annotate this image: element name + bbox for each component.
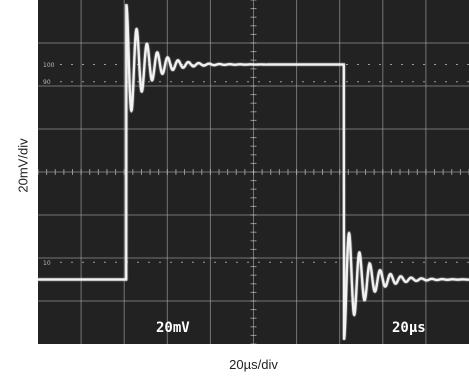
reference-label-10: 10 xyxy=(43,260,51,267)
waveform-trace xyxy=(38,4,469,340)
y-axis-label: 20mV/div xyxy=(15,138,31,193)
graticule-ticks xyxy=(38,0,469,344)
x-axis-label: 20µs/div xyxy=(229,357,278,372)
time-per-div-readout: 20µs xyxy=(392,320,426,336)
reference-marks: 100 90 10 xyxy=(43,62,469,267)
oscilloscope-screen: 100 90 10 20mV 20µs xyxy=(38,0,469,344)
volts-per-div-readout: 20mV xyxy=(156,320,190,336)
reference-label-90: 90 xyxy=(43,79,51,86)
reference-label-100: 100 xyxy=(43,62,55,69)
